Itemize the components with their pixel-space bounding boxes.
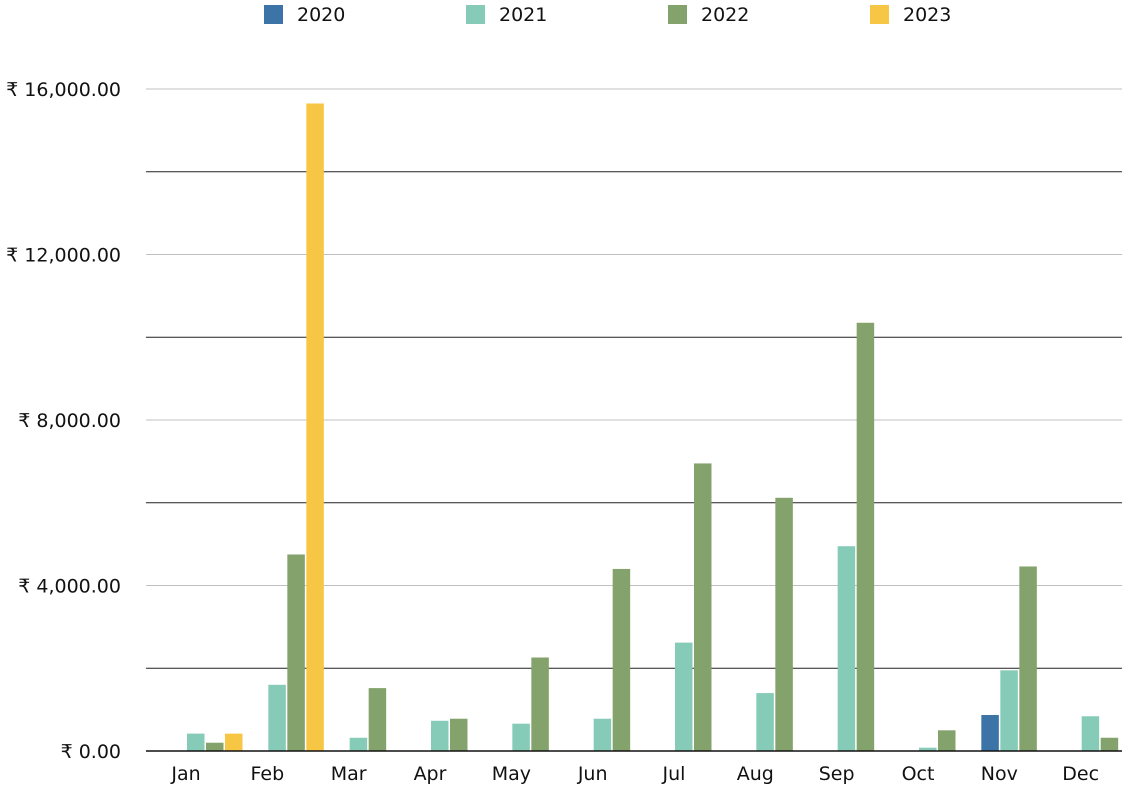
y-tick-label: ₹ 8,000.00 [18, 410, 121, 432]
bar-jul-2021 [675, 642, 693, 751]
y-tick-label: ₹ 0.00 [61, 741, 121, 763]
legend-label-2023: 2023 [903, 4, 951, 26]
x-tick-label: Mar [331, 763, 367, 784]
y-tick-label: ₹ 12,000.00 [6, 245, 121, 267]
x-tick-label: Oct [902, 763, 935, 784]
x-tick-label: May [492, 763, 531, 784]
x-axis: Jan Feb Mar Apr May Jun Jul Aug Sep Oct Nov Dec [146, 750, 1122, 785]
bar-jan-2021 [187, 733, 205, 751]
x-tick-label: Aug [737, 763, 774, 784]
bar-oct-2021 [919, 747, 937, 751]
x-tick-label: Dec [1062, 763, 1099, 784]
x-tick-label: Jun [577, 763, 608, 784]
bar-feb-2022 [287, 554, 305, 751]
bar-feb-2021 [268, 684, 286, 751]
bar-may-2022 [531, 657, 549, 751]
bar-nov-2021 [1000, 670, 1018, 751]
bar-mar-2021 [349, 737, 368, 751]
bars [187, 103, 1119, 751]
bar-oct-2022 [938, 730, 956, 751]
bar-jan-2022 [206, 742, 224, 751]
x-tick-label: Nov [981, 763, 1018, 784]
legend: 2020 2021 2022 2023 [264, 4, 951, 26]
bar-aug-2022 [775, 497, 793, 751]
bar-jul-2022 [694, 463, 712, 751]
bar-feb-2023 [306, 103, 324, 751]
x-tick-label: Jan [170, 763, 200, 784]
legend-label-2022: 2022 [701, 4, 749, 26]
x-tick-label: Apr [414, 763, 447, 784]
bar-apr-2021 [431, 720, 449, 751]
bar-mar-2022 [368, 688, 387, 751]
bar-nov-2022 [1019, 566, 1037, 751]
bar-aug-2021 [756, 693, 774, 751]
bar-jan-2023 [225, 733, 243, 751]
bar-nov-2020 [981, 715, 999, 751]
bar-jun-2021 [593, 718, 612, 751]
legend-swatch-2020 [264, 5, 283, 24]
legend-swatch-2021 [466, 5, 485, 24]
x-tick-label: Sep [819, 763, 855, 784]
legend-swatch-2022 [668, 5, 687, 24]
y-tick-label: ₹ 4,000.00 [18, 576, 121, 598]
x-tick-label: Jul [662, 763, 686, 784]
legend-label-2020: 2020 [297, 4, 345, 26]
legend-label-2021: 2021 [499, 4, 547, 26]
bar-apr-2022 [450, 718, 468, 751]
bar-jun-2022 [612, 568, 631, 751]
bar-dec-2021 [1081, 716, 1100, 751]
y-tick-label: ₹ 16,000.00 [6, 79, 121, 101]
bar-sep-2021 [837, 546, 856, 751]
legend-swatch-2023 [870, 5, 889, 24]
bar-sep-2022 [856, 322, 875, 751]
x-tick-label: Feb [251, 763, 285, 784]
bar-dec-2022 [1100, 737, 1119, 751]
bar-may-2021 [512, 723, 530, 751]
y-axis: ₹ 0.00 ₹ 4,000.00 ₹ 8,000.00 ₹ 12,000.00 ₹ 1… [6, 79, 121, 763]
